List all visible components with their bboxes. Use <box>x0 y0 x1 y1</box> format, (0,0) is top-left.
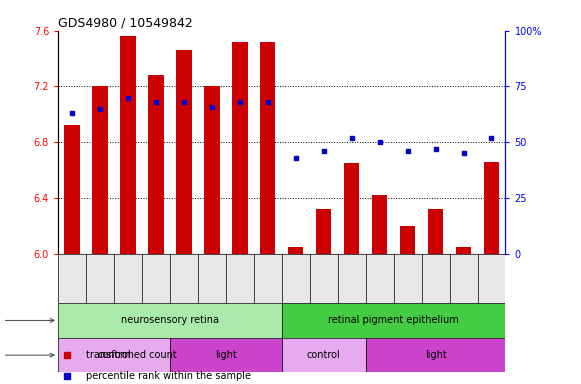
Text: neurosensory retina: neurosensory retina <box>121 316 219 326</box>
Bar <box>58 338 170 372</box>
Bar <box>344 163 360 253</box>
Bar <box>282 303 505 338</box>
Bar <box>204 86 220 253</box>
Bar <box>372 195 388 253</box>
Bar <box>58 303 282 338</box>
Bar <box>232 42 248 253</box>
Text: tissue: tissue <box>0 316 54 326</box>
Text: retinal pigment epithelium: retinal pigment epithelium <box>328 316 459 326</box>
Bar <box>316 209 331 253</box>
Bar <box>282 338 365 372</box>
Bar <box>365 338 505 372</box>
Bar <box>64 126 80 253</box>
Text: control: control <box>307 350 340 360</box>
Bar <box>400 226 415 253</box>
Text: light: light <box>425 350 446 360</box>
Text: GDS4980 / 10549842: GDS4980 / 10549842 <box>58 17 193 30</box>
Bar <box>148 75 164 253</box>
Bar <box>176 50 192 253</box>
Text: agent: agent <box>0 350 54 360</box>
Bar <box>92 86 107 253</box>
Bar <box>428 209 443 253</box>
Bar <box>288 247 303 253</box>
Bar <box>170 338 282 372</box>
Bar <box>484 162 499 253</box>
Bar <box>120 36 136 253</box>
Bar <box>456 247 471 253</box>
Text: percentile rank within the sample: percentile rank within the sample <box>86 371 251 381</box>
Text: control: control <box>97 350 131 360</box>
Text: transformed count: transformed count <box>86 350 177 360</box>
Text: light: light <box>215 350 236 360</box>
Bar <box>260 42 275 253</box>
